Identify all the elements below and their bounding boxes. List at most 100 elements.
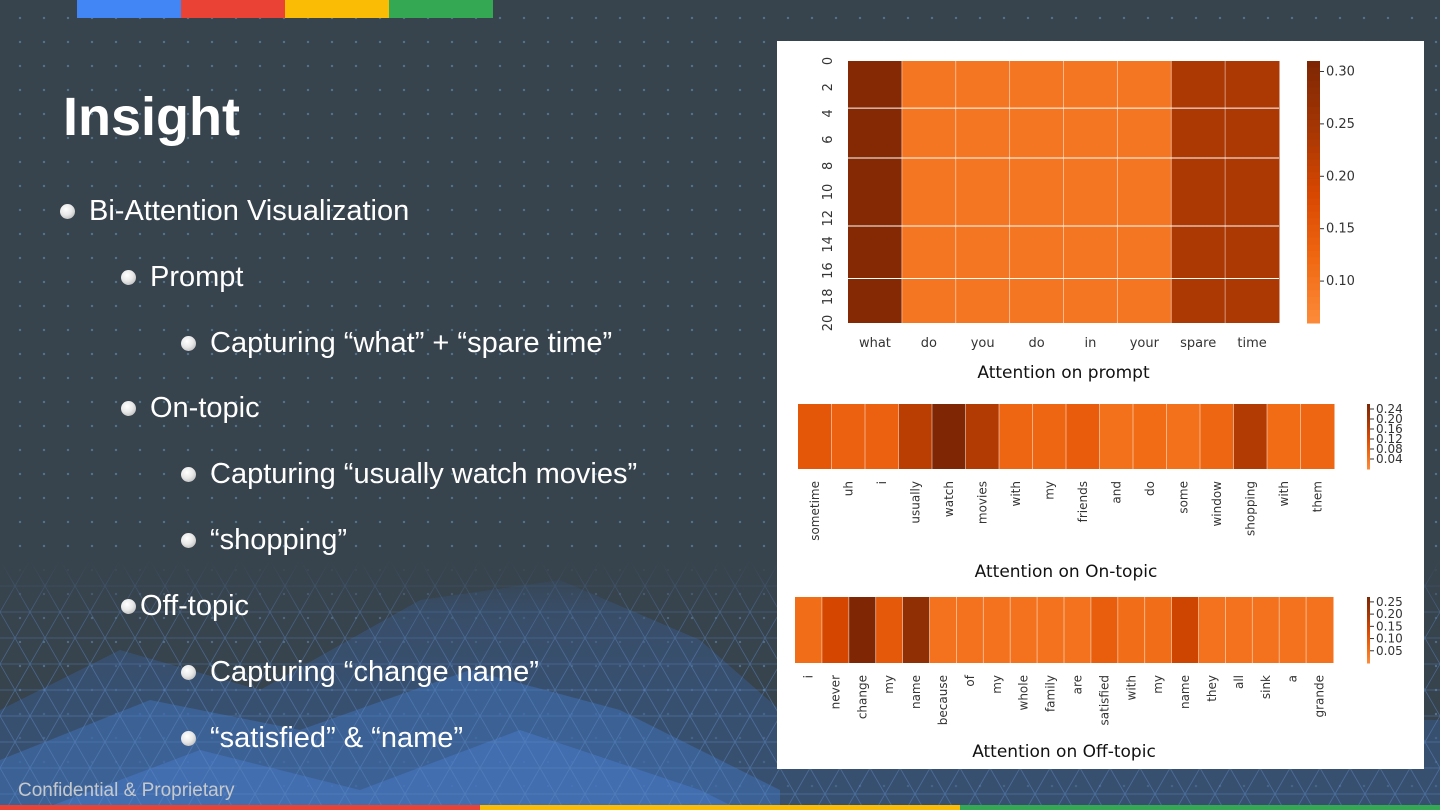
colorbar-tick-label: 0.20 (1376, 412, 1403, 426)
chart-title: Attention on On-topic (975, 562, 1158, 582)
colorbar-band (1367, 616, 1370, 619)
chart-title: Attention on prompt (977, 363, 1150, 383)
colorbar-band (1367, 456, 1370, 459)
colorbar-band (1307, 264, 1320, 272)
x-tick-label: my (1151, 675, 1165, 694)
colorbar-band (1367, 433, 1370, 436)
x-tick-label: name (909, 675, 923, 709)
colorbar-band (1367, 417, 1370, 420)
bullet-item: Bi-Attention Visualization (60, 195, 409, 228)
heatmap-3: i never change my name because of my whole family… (795, 595, 1403, 762)
colorbar-band (1307, 113, 1320, 121)
x-tick-label: never (828, 675, 842, 709)
x-tick-label: they (1205, 675, 1219, 702)
bullet-dot-icon (181, 665, 196, 680)
x-tick-label: are (1070, 675, 1084, 694)
heatmap-cell (1279, 597, 1307, 663)
colorbar-band (1367, 423, 1370, 426)
heatmap-1: 0 2 4 6 8 10 12 14 16 18 20 what do you do in your spare t… (821, 57, 1355, 383)
heatmap-cell (999, 404, 1033, 469)
colorbar-tick-label: 0.12 (1376, 432, 1403, 446)
bullet-dot-icon (121, 401, 136, 416)
x-tick-label: change (855, 675, 869, 719)
heatmap-cell (955, 61, 1011, 323)
heatmap-cell (902, 597, 930, 663)
colorbar-band (1367, 606, 1370, 610)
colorbar-band (1307, 133, 1320, 141)
colorbar-band (1367, 407, 1370, 410)
heatmap-cell (1200, 404, 1234, 469)
x-tick-label: sometime (808, 481, 822, 541)
colorbar-band (1307, 211, 1320, 219)
heatmap-cell (1233, 404, 1268, 469)
colorbar-band (1367, 415, 1370, 418)
y-tick-label: 10 (821, 184, 836, 201)
colorbar-band (1367, 452, 1370, 455)
x-tick-label: usually (908, 481, 922, 524)
x-tick-label: name (1178, 675, 1192, 709)
colorbar-band (1307, 250, 1320, 258)
footer-confidential: Confidential & Proprietary (18, 780, 235, 801)
heatmap-cell (1037, 597, 1065, 663)
colorbar-tick-label: 0.08 (1376, 442, 1403, 456)
colorbar-band (1367, 625, 1370, 628)
colorbar-band (1367, 462, 1370, 465)
bullet-item: Capturing “what” + “spare time” (181, 327, 612, 360)
colorbar-tick-label: 0.25 (1326, 117, 1355, 132)
heatmap-cell (875, 597, 904, 663)
heatmap-cell (1066, 404, 1100, 469)
colorbar-tick-label: 0.04 (1376, 452, 1403, 466)
colorbar-band (1307, 237, 1320, 245)
heatmap-cell (865, 404, 899, 469)
colorbar-band (1367, 623, 1370, 626)
bullet-text: Capturing “what” + “spare time” (210, 327, 613, 359)
colorbar-band (1307, 218, 1320, 226)
colorbar-band (1367, 648, 1370, 651)
colorbar-band (1307, 152, 1320, 160)
colorbar-band (1367, 434, 1370, 437)
x-tick-label: i (801, 675, 815, 678)
bullet-text: Off-topic (140, 590, 250, 622)
heatmap-cell (1032, 404, 1067, 469)
heatmap-cell (798, 404, 832, 469)
colorbar-band (1367, 447, 1370, 450)
colorbar-band (1307, 303, 1320, 311)
x-tick-label: shopping (1243, 481, 1257, 536)
x-tick-label: my (1042, 481, 1056, 500)
x-tick-label: what (859, 336, 891, 351)
colorbar-band (1307, 139, 1320, 147)
colorbar-band (1367, 446, 1370, 449)
y-tick-label: 8 (821, 162, 836, 170)
bullet-item: On-topic (121, 392, 260, 425)
colorbar-tick-label: 0.20 (1326, 169, 1355, 184)
colorbar-band (1307, 80, 1320, 88)
colorbar-band (1367, 610, 1370, 613)
colorbar-band (1307, 165, 1320, 173)
colorbar-band (1367, 643, 1370, 646)
colorbar-tick-label: 0.10 (1376, 632, 1403, 646)
colorbar-band (1307, 159, 1320, 167)
colorbar-band (1367, 608, 1370, 611)
colorbar-band (1367, 615, 1370, 618)
colorbar-band (1367, 404, 1370, 407)
colorbar-band (1367, 421, 1370, 424)
x-tick-label: friends (1076, 481, 1090, 522)
heatmap-cell (1099, 404, 1134, 469)
colorbar-band (1307, 309, 1320, 317)
y-tick-label: 14 (821, 236, 836, 253)
colorbar-tick-label: 0.15 (1376, 619, 1403, 633)
colorbar-band (1367, 639, 1370, 643)
x-tick-label: time (1237, 336, 1266, 351)
heatmap-cell (1225, 597, 1253, 663)
colorbar-band (1307, 257, 1320, 265)
x-tick-label: some (1176, 481, 1190, 514)
heatmap-cell (848, 597, 877, 663)
heatmap-2: sometime uh i usually watch movies with my frien… (798, 402, 1403, 582)
bullet-text: Bi-Attention Visualization (89, 195, 410, 227)
colorbar-band (1367, 601, 1370, 605)
heatmap-cell (1117, 61, 1172, 323)
x-tick-label: your (1130, 336, 1160, 351)
colorbar-band (1307, 224, 1320, 232)
colorbar-band (1367, 465, 1370, 468)
bullet-dot-icon (121, 270, 136, 285)
